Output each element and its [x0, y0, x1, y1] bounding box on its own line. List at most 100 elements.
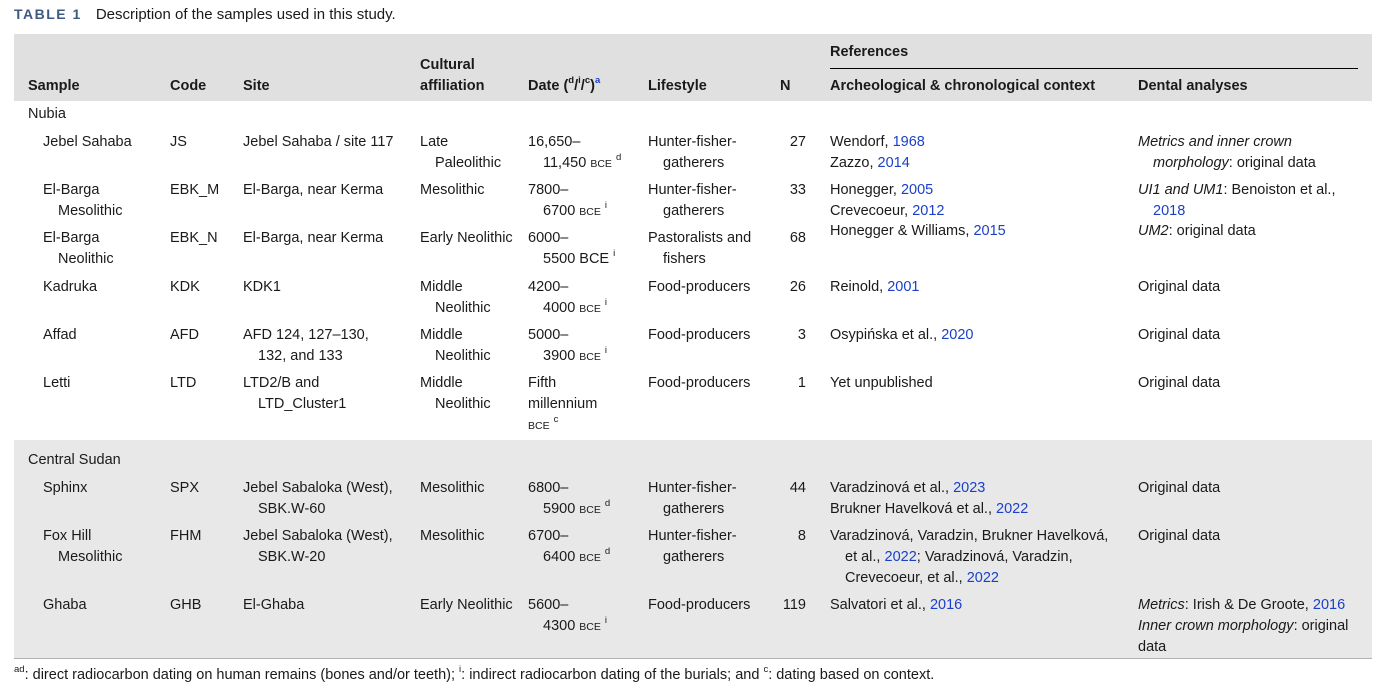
cell-date: Fifth millennium BCE c: [528, 375, 598, 432]
cell-lifestyle: Hunter-fisher-gatherers: [648, 134, 737, 171]
cell-cultural: Early Neolithic: [420, 230, 513, 246]
cell-date: 6800– 5900 BCE d: [528, 480, 611, 517]
cell-cultural: Late Paleolithic: [420, 134, 502, 171]
cell-sample: Fox Hill Mesolithic: [43, 528, 123, 565]
cell-site: LTD2/B and LTD_Cluster1: [243, 375, 347, 412]
cell-dental: Metrics and inner crown morphology: orig…: [1138, 134, 1316, 171]
citation-link[interactable]: 1968: [892, 134, 925, 150]
cell-date: 4200– 4000 BCE i: [528, 279, 608, 316]
citation-link[interactable]: 2020: [941, 327, 974, 343]
cell-site: KDK1: [243, 279, 281, 295]
header-code: Code: [170, 78, 207, 94]
table-label: TABLE 1: [14, 6, 82, 22]
cell-sample: Affad: [43, 327, 77, 343]
cell-dental: Original data: [1138, 528, 1221, 544]
cell-code: KDK: [170, 279, 200, 295]
cell-dental: Original data: [1138, 279, 1221, 295]
group-nubia: Nubia Jebel Sahaba JS Jebel Sahaba / sit…: [14, 101, 1372, 440]
cell-n: 26: [789, 279, 806, 295]
cell-code: EBK_N: [170, 230, 218, 246]
cell-references: Salvatori et al., 2016: [830, 597, 963, 613]
cell-date: 6000– 5500 BCE i: [528, 230, 616, 267]
citation-link[interactable]: 2022: [966, 570, 999, 586]
cell-n: 68: [789, 230, 806, 246]
cell-references: Honegger, 2005 Crevecoeur, 2012: [830, 182, 945, 219]
cell-cultural: Mesolithic: [420, 182, 485, 198]
cell-code: SPX: [170, 480, 200, 496]
table-bottom-rule: [14, 658, 1372, 659]
cell-cultural: Early Neolithic: [420, 597, 513, 613]
cell-cultural: Mesolithic: [420, 528, 485, 544]
cell-date: 7800– 6700 BCE i: [528, 182, 608, 219]
cell-references: Wendorf, 1968 Zazzo, 2014: [830, 134, 925, 171]
cell-dental: Original data: [1138, 375, 1221, 391]
cell-references: Varadzinová et al., 2023 Brukner Havelkov…: [830, 480, 1029, 517]
cell-references: Varadzinová, Varadzin, Brukner Havelková…: [830, 528, 1109, 586]
citation-link[interactable]: 2001: [887, 279, 920, 295]
citation-link[interactable]: 2005: [900, 182, 934, 198]
cell-site: Jebel Sahaba / site 117: [243, 134, 394, 150]
header-sample: Sample: [28, 78, 80, 94]
cell-cultural: Middle Neolithic: [420, 327, 491, 364]
cell-date: 6700– 6400 BCE d: [528, 528, 611, 565]
header-archeological: Archeological & chronological context: [830, 78, 1096, 94]
citation-link[interactable]: 2022: [884, 549, 917, 565]
header-cultural: Cultural affiliation: [420, 57, 485, 94]
cell-site: Jebel Sabaloka (West), SBK.W-60: [243, 480, 393, 517]
citation-link[interactable]: 2023: [953, 480, 986, 496]
group-central-sudan: Central Sudan Sphinx SPX Jebel Sabaloka …: [14, 440, 1372, 658]
cell-code: GHB: [170, 597, 202, 613]
cell-cultural: Middle Neolithic: [420, 375, 491, 412]
cell-lifestyle: Hunter-fisher-gatherers: [648, 528, 737, 565]
header-dental: Dental analyses: [1138, 78, 1248, 94]
cell-lifestyle: Food-producers: [648, 597, 751, 613]
cell-n: 1: [797, 375, 806, 391]
cell-sample: El-Barga Mesolithic: [43, 182, 123, 219]
cell-code: AFD: [170, 327, 199, 343]
cell-n: 3: [797, 327, 806, 343]
cell-n: 119: [782, 597, 806, 613]
cell-dental: Metrics: Irish & De Groote, 2016 Inner cr…: [1138, 597, 1349, 655]
cell-cultural: Mesolithic: [420, 480, 485, 496]
cell-sample: Sphinx: [43, 480, 88, 496]
cell-site: El-Barga, near Kerma: [243, 182, 384, 198]
citation-link[interactable]: 2018: [1153, 203, 1186, 219]
table-title: Description of the samples used in this …: [95, 6, 396, 23]
citation-link[interactable]: 2014: [877, 155, 910, 171]
cell-site: El-Barga, near Kerma: [243, 230, 384, 246]
header-date: Date (d/i/c)a: [528, 75, 601, 94]
cell-sample: Kadruka: [43, 279, 98, 295]
cell-dental: Original data: [1138, 327, 1221, 343]
citation-link[interactable]: 2015: [973, 223, 1006, 239]
cell-references: Yet unpublished: [830, 375, 933, 391]
cell-cultural: Middle Neolithic: [420, 279, 491, 316]
cell-lifestyle: Food-producers: [648, 279, 751, 295]
cell-date: 16,650– 11,450 BCE d: [528, 134, 622, 171]
header-references: References: [830, 44, 909, 60]
cell-n: 8: [797, 528, 806, 544]
cell-dental: UI1 and UM1: Benoiston et al., 2018: [1138, 182, 1336, 219]
cell-site: El-Ghaba: [243, 597, 305, 613]
header-site: Site: [243, 78, 270, 94]
citation-link[interactable]: 2012: [912, 203, 945, 219]
header-date-note: a: [594, 75, 601, 87]
table-header: Sample Code Site Cultural affiliation Dat…: [14, 34, 1372, 101]
citation-link[interactable]: 2016: [1312, 597, 1346, 613]
table-footnote: ad: direct radiocarbon dating on human r…: [14, 664, 935, 683]
cell-code: FHM: [170, 528, 202, 544]
group-label: Nubia: [28, 106, 66, 122]
cell-code: EBK_M: [170, 182, 220, 198]
citation-link[interactable]: 2016: [929, 597, 963, 613]
citation-link[interactable]: 2022: [996, 501, 1029, 517]
cell-sample: Ghaba: [43, 597, 87, 613]
cell-lifestyle: Pastoralists and fishers: [648, 230, 752, 267]
cell-site: Jebel Sabaloka (West), SBK.W-20: [243, 528, 393, 565]
cell-lifestyle: Hunter-fisher-gatherers: [648, 480, 737, 517]
cell-sample: Jebel Sahaba: [43, 134, 132, 150]
cell-references: Reinold, 2001: [830, 279, 920, 295]
header-n: N: [780, 78, 791, 94]
cell-code: LTD: [170, 375, 197, 391]
cell-date: 5600– 4300 BCE i: [528, 597, 608, 634]
cell-n: 44: [789, 480, 806, 496]
header-lifestyle: Lifestyle: [648, 78, 707, 94]
